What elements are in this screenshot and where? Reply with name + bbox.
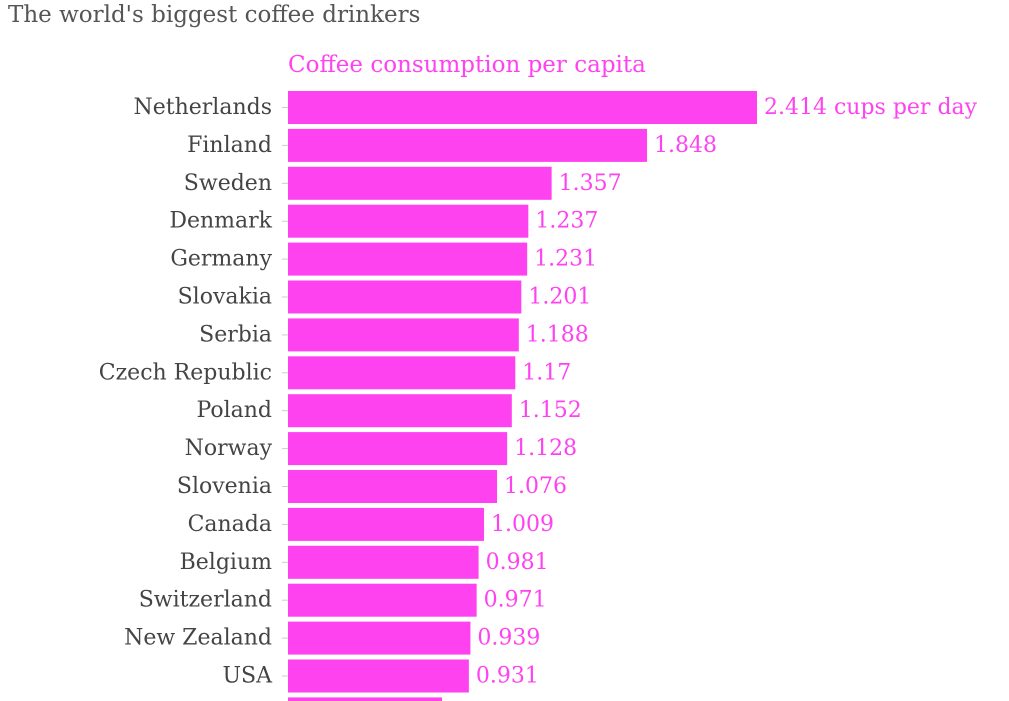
category-label: Belgium [180, 550, 273, 575]
chart-title: The world's biggest coffee drinkers [8, 2, 421, 28]
bar-switzerland [288, 583, 477, 617]
data-label: 0.931 [476, 664, 539, 689]
bar-cut-off [288, 697, 442, 701]
data-label: 1.128 [514, 436, 577, 461]
data-label: 1.076 [504, 474, 567, 499]
category-label: Switzerland [139, 588, 272, 613]
bar-slovakia [288, 280, 522, 314]
category-label: Poland [196, 398, 272, 423]
bar-slovenia [288, 470, 498, 503]
series-title: Coffee consumption per capita [288, 52, 646, 78]
bar-sweden [288, 166, 552, 200]
data-label: 1.848 [654, 133, 717, 158]
data-label: 1.357 [559, 171, 622, 196]
data-label: 1.17 [522, 360, 571, 385]
bar-poland [288, 394, 512, 428]
data-label: 0.971 [484, 588, 547, 613]
data-label: 1.188 [526, 322, 589, 347]
data-label: 1.201 [528, 285, 591, 310]
category-label: Czech Republic [99, 360, 272, 385]
category-label: Slovenia [177, 474, 272, 499]
category-label: Slovakia [178, 285, 272, 310]
category-label: Germany [170, 247, 272, 272]
data-label: 1.237 [535, 209, 598, 234]
category-label: Sweden [184, 171, 272, 196]
bar-norway [288, 432, 508, 466]
category-label: Norway [185, 436, 273, 461]
bar-canada [288, 507, 485, 541]
bar-czech-republic [288, 356, 516, 390]
bar-serbia [288, 318, 519, 352]
bar-germany [288, 242, 528, 276]
category-label: Denmark [169, 209, 272, 234]
data-label: 1.231 [534, 247, 597, 272]
bar-usa [288, 659, 469, 693]
category-label: Canada [188, 512, 272, 537]
category-label: Finland [187, 133, 272, 158]
category-label: Netherlands [133, 95, 272, 120]
bar-new-zealand [288, 621, 471, 655]
category-label: Serbia [199, 322, 272, 347]
data-label: 0.981 [486, 550, 549, 575]
category-label: USA [223, 664, 274, 689]
data-label: 1.152 [519, 398, 582, 423]
data-label: 1.009 [491, 512, 554, 537]
bar-denmark [288, 204, 529, 238]
category-label: New Zealand [124, 626, 272, 651]
bar-finland [288, 128, 648, 162]
data-label: 0.939 [477, 626, 540, 651]
bar-belgium [288, 545, 479, 579]
data-label: 2.414 cups per day [764, 95, 978, 120]
bar-netherlands [288, 91, 757, 124]
